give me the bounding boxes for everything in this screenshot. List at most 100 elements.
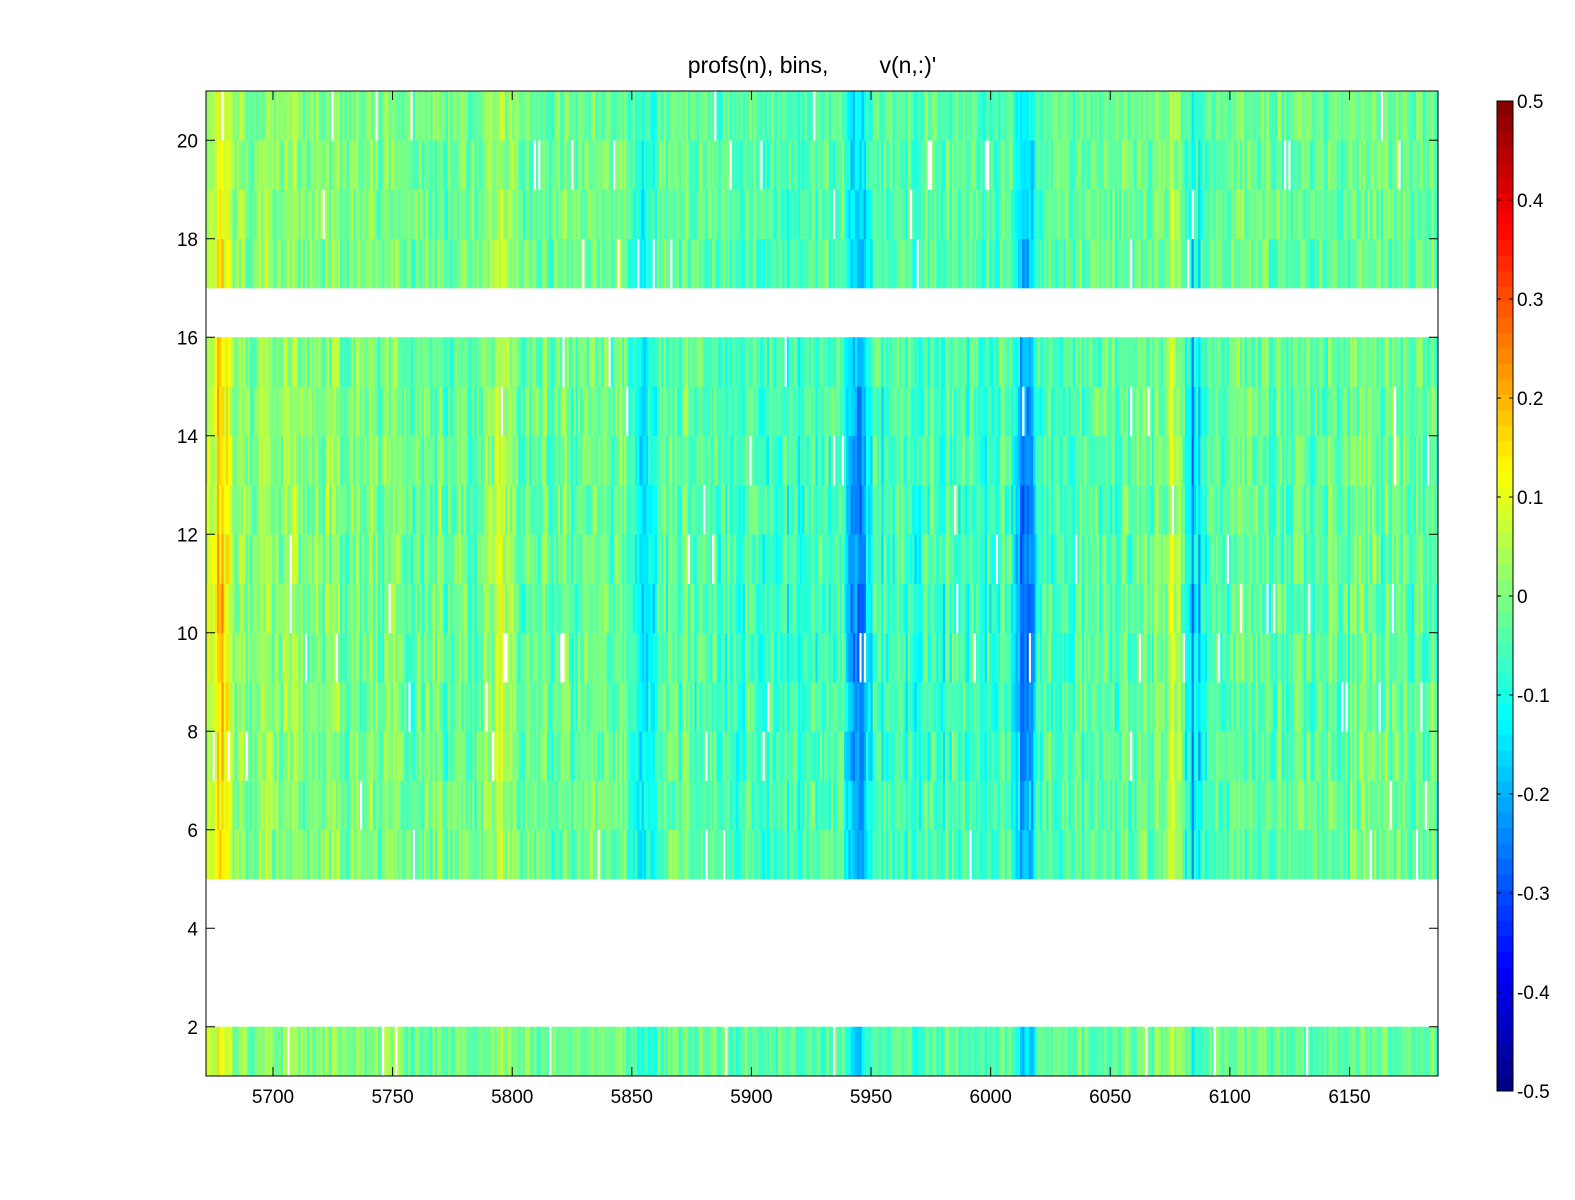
heatmap-cell — [245, 534, 249, 584]
heatmap-cell — [670, 534, 673, 584]
heatmap-cell — [1160, 731, 1164, 781]
heatmap-cell — [1180, 780, 1184, 831]
heatmap-cell — [1066, 485, 1069, 535]
heatmap-cell — [1347, 1026, 1351, 1077]
heatmap-cell — [335, 780, 339, 831]
heatmap-cell — [1314, 632, 1318, 683]
heatmap-cell — [1114, 731, 1118, 781]
heatmap-cell — [1046, 534, 1050, 584]
heatmap-cell — [298, 534, 302, 584]
heatmap-cell — [899, 485, 902, 535]
heatmap-cell — [1182, 534, 1186, 584]
heatmap-cell — [604, 829, 607, 880]
heatmap-cell — [747, 534, 750, 584]
heatmap-cell — [694, 583, 698, 634]
heatmap-cell — [817, 534, 821, 584]
heatmap-cell — [1275, 731, 1278, 781]
heatmap-cell — [833, 780, 836, 831]
heatmap-cell — [388, 485, 392, 535]
heatmap-cell — [1312, 534, 1316, 584]
heatmap-cell — [764, 632, 768, 683]
heatmap-cell — [474, 583, 478, 634]
heatmap-cell — [599, 731, 603, 781]
heatmap-cell — [685, 485, 689, 535]
heatmap-cell — [1372, 829, 1375, 880]
heatmap-cell — [1290, 583, 1294, 634]
heatmap-cell — [560, 534, 563, 584]
heatmap-cell — [628, 485, 632, 535]
heatmap-cell — [791, 583, 794, 634]
heatmap-cell — [630, 731, 634, 781]
heatmap-cell — [206, 731, 209, 781]
heatmap-cell — [839, 485, 843, 535]
heatmap-cell — [1099, 780, 1102, 831]
heatmap-cell — [874, 829, 878, 880]
heatmap-cell — [393, 780, 396, 831]
heatmap-cell — [1024, 485, 1028, 535]
heatmap-cell — [1284, 731, 1287, 781]
heatmap-cell — [1396, 780, 1399, 831]
heatmap-cell — [1020, 1026, 1023, 1077]
heatmap-cell — [1391, 682, 1395, 732]
heatmap-cell — [1198, 829, 1201, 880]
heatmap-cell — [331, 1026, 335, 1077]
heatmap-cell — [1121, 829, 1124, 880]
heatmap-cell — [989, 780, 992, 831]
heatmap-cell — [1284, 632, 1287, 683]
heatmap-cell — [606, 731, 610, 781]
heatmap-cell — [1200, 731, 1204, 781]
heatmap-cell — [1257, 485, 1261, 535]
heatmap-cell — [914, 829, 918, 880]
heatmap-cell — [1011, 632, 1014, 683]
heatmap-cell — [527, 731, 530, 781]
heatmap-cell — [837, 632, 841, 683]
heatmap-cell — [971, 534, 975, 584]
heatmap-cell — [1185, 534, 1188, 584]
heatmap-cell — [1418, 632, 1421, 683]
heatmap-cell — [1035, 632, 1039, 683]
heatmap-cell — [773, 780, 777, 831]
heatmap-cell — [899, 780, 902, 831]
heatmap-cell — [782, 485, 786, 535]
heatmap-cell — [852, 829, 856, 880]
heatmap-cell — [731, 682, 735, 732]
heatmap-cell — [1079, 583, 1083, 634]
heatmap-cell — [522, 731, 526, 781]
heatmap-cell — [736, 632, 739, 683]
heatmap-cell — [1143, 1026, 1146, 1077]
heatmap-cell — [426, 731, 429, 781]
heatmap-cell — [1398, 583, 1402, 634]
heatmap-cell — [1321, 1026, 1325, 1077]
heatmap-cell — [885, 731, 889, 781]
heatmap-cell — [1352, 829, 1355, 880]
heatmap-cell — [976, 682, 979, 732]
heatmap-cell — [817, 780, 821, 831]
heatmap-cell — [384, 829, 387, 880]
heatmap-cell — [786, 583, 790, 634]
heatmap-cell — [1167, 731, 1171, 781]
heatmap-cell — [390, 731, 394, 781]
heatmap-cell — [371, 829, 374, 880]
heatmap-cell — [894, 632, 898, 683]
heatmap-cell — [1114, 583, 1118, 634]
heatmap-cell — [718, 534, 722, 584]
heatmap-cell — [573, 829, 577, 880]
heatmap-cell — [1213, 731, 1217, 781]
heatmap-cell — [635, 731, 638, 781]
heatmap-cell — [1116, 780, 1120, 831]
heatmap-cell — [533, 829, 537, 880]
heatmap-cell — [602, 632, 605, 683]
heatmap-cell — [1127, 632, 1131, 683]
heatmap-cell — [223, 583, 227, 634]
heatmap-cell — [615, 829, 618, 880]
heatmap-cell — [324, 682, 328, 732]
heatmap-cell — [621, 780, 625, 831]
heatmap-cell — [861, 534, 865, 584]
heatmap-cell — [806, 780, 810, 831]
heatmap-cell — [454, 829, 458, 880]
heatmap-cell — [362, 1026, 365, 1077]
heatmap-cell — [1147, 485, 1151, 535]
heatmap-cell — [1075, 682, 1078, 732]
heatmap-cell — [1387, 632, 1391, 683]
heatmap-cell — [1354, 780, 1358, 831]
